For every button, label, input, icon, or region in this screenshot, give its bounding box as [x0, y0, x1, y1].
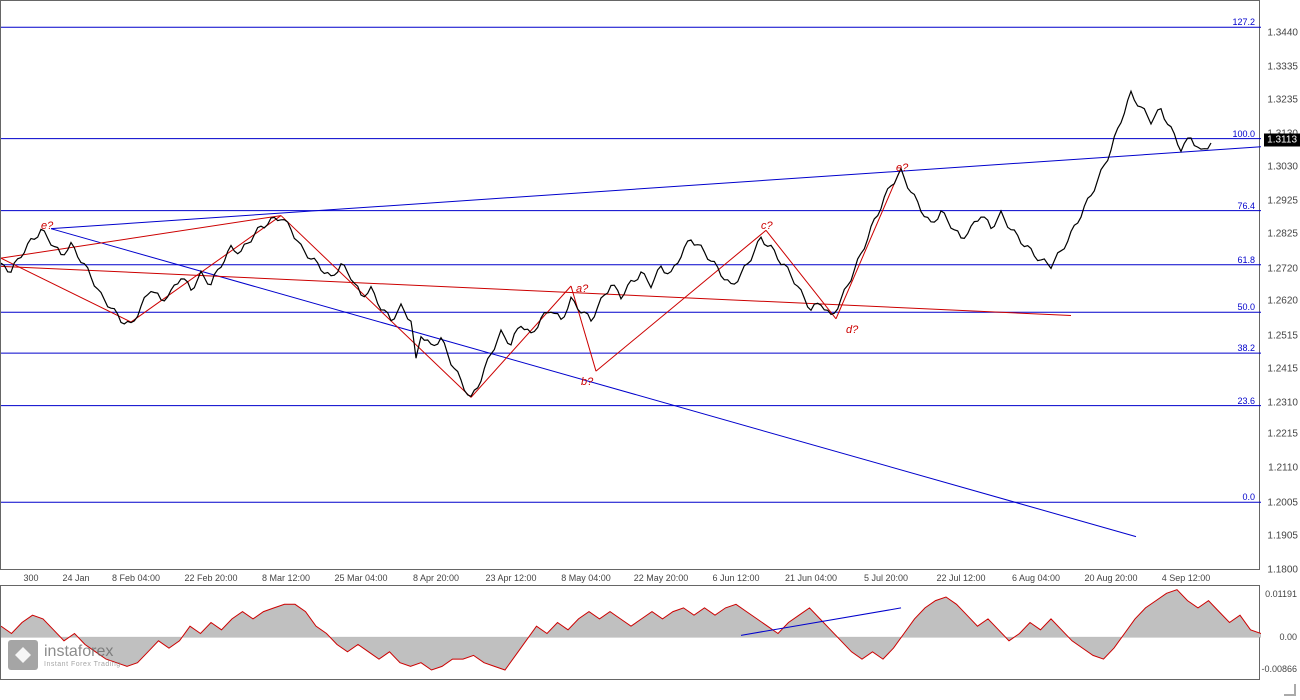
oscillator-y-label: 0.01191	[1265, 589, 1297, 599]
x-tick-label: 6 Jun 12:00	[712, 573, 759, 583]
x-tick-label: 8 Feb 04:00	[112, 573, 160, 583]
x-tick-label: 8 Mar 12:00	[262, 573, 310, 583]
y-tick-label: 1.2925	[1267, 196, 1298, 207]
x-tick-label: 22 May 20:00	[634, 573, 689, 583]
x-tick-label: 300	[23, 573, 38, 583]
x-axis: 30024 Jan8 Feb 04:0022 Feb 20:008 Mar 12…	[1, 554, 1261, 569]
y-tick-label: 1.1800	[1267, 565, 1298, 576]
wave-label: b?	[581, 376, 593, 388]
y-tick-label: 1.2620	[1267, 296, 1298, 307]
x-tick-label: 23 Apr 12:00	[485, 573, 536, 583]
oscillator-y-label: 0.00	[1279, 632, 1297, 642]
wave-label: c?	[761, 220, 773, 232]
current-price-tag: 1.3113	[1264, 133, 1300, 146]
fib-label: 38.2	[1237, 343, 1255, 353]
y-tick-label: 1.2215	[1267, 429, 1298, 440]
x-tick-label: 22 Feb 20:00	[184, 573, 237, 583]
x-tick-label: 24 Jan	[62, 573, 89, 583]
resize-corner-icon	[1284, 684, 1296, 696]
y-tick-label: 1.2310	[1267, 397, 1298, 408]
fib-label: 127.2	[1232, 17, 1255, 27]
oscillator-y-label: -0.00866	[1261, 664, 1297, 674]
fib-label: 0.0	[1242, 492, 1255, 502]
y-tick-label: 1.2415	[1267, 363, 1298, 374]
y-tick-label: 1.3440	[1267, 27, 1298, 38]
y-axis: 1.34401.33351.32351.31301.30301.29251.28…	[1260, 0, 1300, 570]
fib-label: 23.6	[1237, 396, 1255, 406]
x-tick-label: 8 May 04:00	[561, 573, 611, 583]
watermark: instaforex Instant Forex Trading	[8, 640, 121, 670]
watermark-sub: Instant Forex Trading	[44, 661, 121, 668]
price-chart[interactable]: 127.2 100.0 76.4 61.8 50.0 38.2 23.6 0.0 e? a? b?…	[0, 0, 1260, 570]
watermark-main: instaforex	[44, 643, 121, 661]
x-tick-label: 21 Jun 04:00	[785, 573, 837, 583]
x-tick-label: 6 Aug 04:00	[1012, 573, 1060, 583]
x-tick-label: 22 Jul 12:00	[936, 573, 985, 583]
y-tick-label: 1.2720	[1267, 263, 1298, 274]
y-tick-label: 1.3335	[1267, 62, 1298, 73]
y-tick-label: 1.2110	[1268, 463, 1298, 474]
oscillator-plot	[1, 586, 1261, 681]
y-tick-label: 1.1905	[1267, 530, 1298, 541]
fib-label: 61.8	[1237, 255, 1255, 265]
x-tick-label: 5 Jul 20:00	[864, 573, 908, 583]
y-tick-label: 1.2825	[1267, 229, 1298, 240]
fib-label: 100.0	[1232, 129, 1255, 139]
x-tick-label: 4 Sep 12:00	[1162, 573, 1211, 583]
x-tick-label: 25 Mar 04:00	[334, 573, 387, 583]
x-tick-label: 20 Aug 20:00	[1084, 573, 1137, 583]
fib-label: 76.4	[1237, 201, 1255, 211]
fib-label: 50.0	[1237, 302, 1255, 312]
y-tick-label: 1.2515	[1267, 330, 1298, 341]
y-tick-label: 1.3030	[1267, 162, 1298, 173]
wave-label: d?	[846, 324, 858, 336]
price-line	[1, 1, 1261, 571]
wave-label: e?	[41, 220, 53, 232]
wave-label: e?	[896, 162, 908, 174]
y-tick-label: 1.3235	[1267, 94, 1298, 105]
wave-label: a?	[576, 283, 588, 295]
watermark-icon	[8, 640, 38, 670]
oscillator-panel[interactable]: 0.011910.00-0.00866	[0, 585, 1260, 680]
y-tick-label: 1.2005	[1267, 497, 1298, 508]
x-tick-label: 8 Apr 20:00	[413, 573, 459, 583]
